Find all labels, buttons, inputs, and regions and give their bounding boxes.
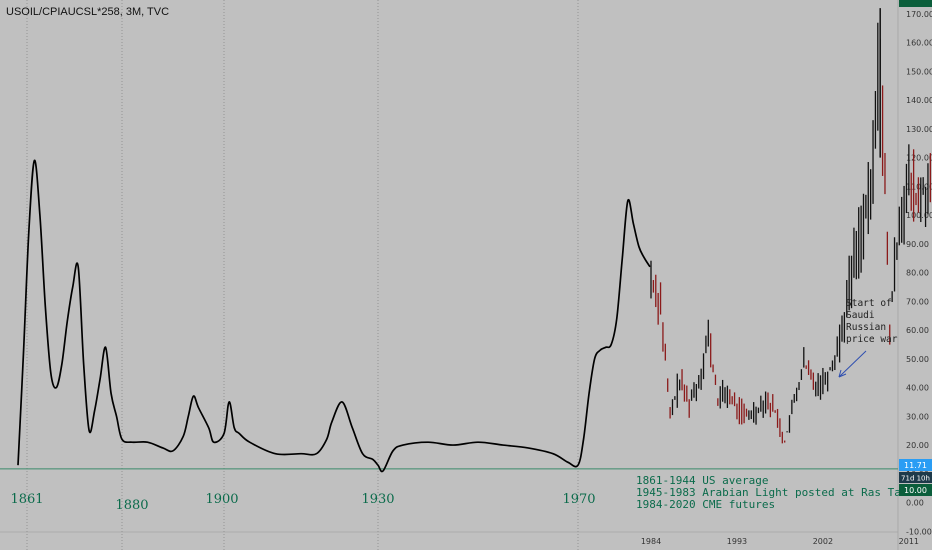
current-price-tag-bg [899, 484, 932, 496]
price-tick-label: 130.00 [906, 125, 932, 134]
countdown-tag: 71d 10h [901, 475, 930, 483]
annotation-line: Saudi [846, 310, 875, 321]
era-label: 1970 [562, 492, 595, 507]
time-tick-label: 2011 [899, 537, 919, 546]
legend-line: 1984-2020 CME futures [636, 498, 775, 511]
annotation-line: Start of [846, 298, 892, 309]
price-tick-label: 20.00 [906, 441, 929, 450]
price-tick-label: 30.00 [906, 412, 929, 421]
price-tick-label: 120.00 [906, 154, 932, 163]
annotation-line: Russian [846, 322, 886, 333]
price-tick-label: 70.00 [906, 297, 929, 306]
price-tags: 11.71 71d 10h 10.00 [899, 0, 932, 496]
price-tick-label: 60.00 [906, 326, 929, 335]
current-price-tag: 10.00 [904, 486, 927, 495]
last-price-tag-bg [899, 459, 932, 471]
price-tick-label: 140.00 [906, 96, 932, 105]
countdown-tag-bg [899, 472, 932, 483]
price-axis: -10.00 0.00 10.00 20.00 30.00 40.00 50.00 60.00… [897, 0, 932, 550]
price-tick-label: 160.00 [906, 39, 932, 48]
series-futures-bars [650, 8, 931, 444]
era-label: 1900 [205, 492, 238, 507]
top-price-tag-bg [899, 0, 932, 7]
price-tick-label: 40.00 [906, 384, 929, 393]
price-tick-label: 150.00 [906, 67, 932, 76]
time-tick-label: 1984 [641, 537, 661, 546]
legend-line: 1945-1983 Arabian Light posted at Ras Ta… [636, 486, 927, 499]
era-labels: 1861 1880 1900 1930 1970 [10, 492, 595, 513]
time-axis: 198419932002201120202029 [0, 531, 919, 546]
price-tick-label: -10.00 [906, 527, 932, 536]
era-label: 1930 [361, 492, 394, 507]
time-tick-label: 1993 [727, 537, 747, 546]
legend-line: 1861-1944 US average [636, 474, 768, 487]
price-tick-label: 0.00 [906, 499, 924, 508]
time-tick-label: 2002 [813, 537, 833, 546]
annotation-arrowhead [838, 369, 847, 378]
price-tick-label: 170.00 [906, 10, 932, 19]
vertical-gridlines [26, 0, 579, 550]
price-tick-label: 80.00 [906, 269, 929, 278]
annotation-arrow [838, 350, 867, 378]
price-tick-label: 90.00 [906, 240, 929, 249]
annotation-line: price war [846, 334, 898, 345]
era-label: 1880 [115, 498, 148, 513]
price-tick-label: 50.00 [906, 355, 929, 364]
chart-title: USOIL/CPIAUCSL*258, 3M, TVC [6, 6, 170, 18]
last-price-tag: 11.71 [904, 461, 927, 470]
price-tick-label: 100.00 [906, 211, 932, 220]
series-historical-line [17, 159, 651, 473]
era-label: 1861 [10, 492, 43, 507]
